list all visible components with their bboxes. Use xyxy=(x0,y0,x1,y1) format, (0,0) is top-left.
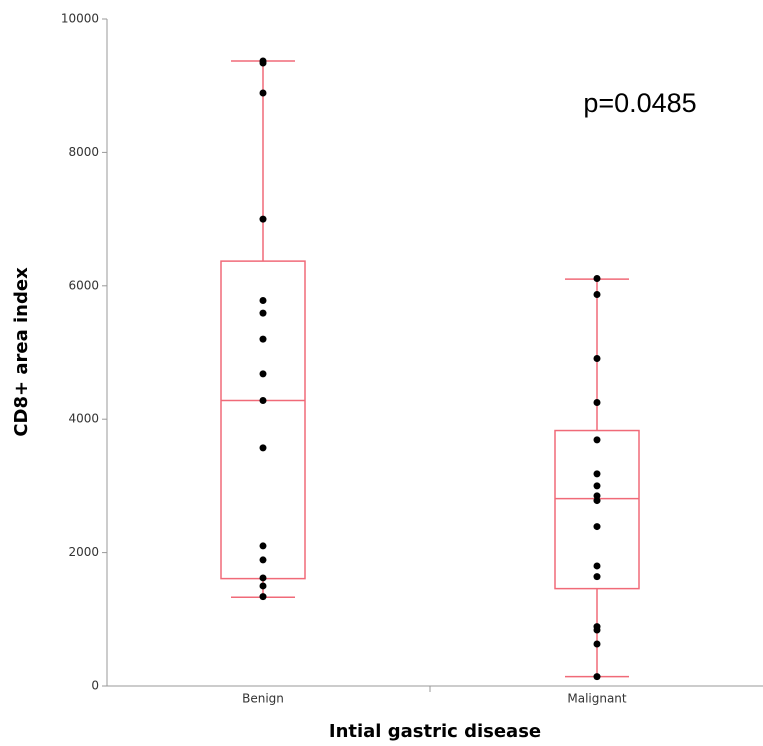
x-tick-label: Benign xyxy=(242,692,284,706)
point xyxy=(259,582,267,590)
point xyxy=(593,355,601,363)
point xyxy=(593,640,601,648)
point xyxy=(593,470,601,478)
point xyxy=(259,59,267,67)
point xyxy=(593,436,601,444)
point xyxy=(259,542,267,550)
point xyxy=(593,274,601,282)
point xyxy=(593,497,601,505)
point xyxy=(259,444,267,452)
point xyxy=(259,296,267,304)
annotation: p=0.0485 xyxy=(583,88,696,118)
point xyxy=(593,562,601,570)
point xyxy=(259,309,267,317)
point xyxy=(259,574,267,582)
y-tick-label: 4000 xyxy=(68,412,99,426)
y-axis-label: CD8+ area index xyxy=(11,267,32,437)
point xyxy=(593,399,601,407)
y-tick-label: 8000 xyxy=(68,145,99,159)
point xyxy=(259,556,267,564)
box xyxy=(220,260,306,580)
point xyxy=(259,89,267,97)
y-tick-label: 2000 xyxy=(68,545,99,559)
y-tick-label: 0 xyxy=(91,679,99,693)
point xyxy=(593,573,601,581)
y-tick-label: 10000 xyxy=(61,12,99,26)
point xyxy=(593,523,601,531)
point xyxy=(259,215,267,223)
point xyxy=(259,370,267,378)
point xyxy=(593,673,601,681)
point xyxy=(259,397,267,405)
x-axis-label: Intial gastric disease xyxy=(329,721,541,742)
y-tick-label: 6000 xyxy=(68,278,99,292)
point xyxy=(593,482,601,490)
point xyxy=(593,626,601,634)
point xyxy=(259,593,267,601)
box xyxy=(554,429,640,590)
point xyxy=(259,335,267,343)
point xyxy=(593,290,601,298)
x-tick-label: Malignant xyxy=(567,692,627,706)
